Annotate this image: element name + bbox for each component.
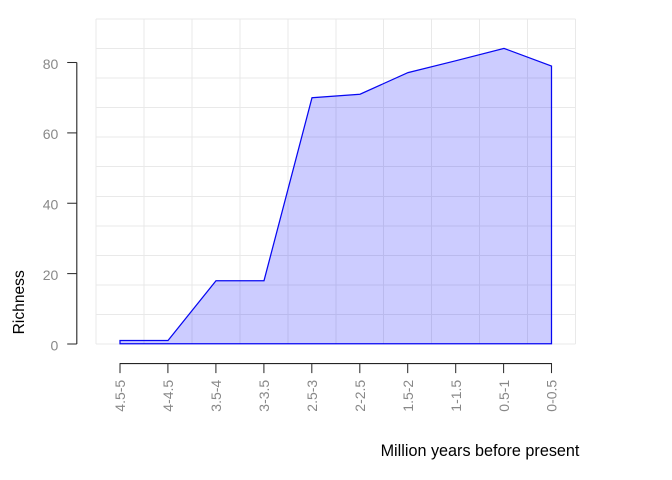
svg-text:60: 60 — [43, 126, 59, 142]
svg-text:0-0.5: 0-0.5 — [544, 380, 560, 412]
svg-text:0: 0 — [51, 337, 59, 353]
svg-text:0.5-1: 0.5-1 — [496, 380, 512, 412]
svg-text:40: 40 — [43, 197, 59, 213]
svg-text:80: 80 — [43, 56, 59, 72]
svg-text:4-4.5: 4-4.5 — [160, 380, 176, 412]
svg-text:4.5-5: 4.5-5 — [112, 380, 128, 412]
svg-text:2.5-3: 2.5-3 — [304, 380, 320, 412]
svg-text:1.5-2: 1.5-2 — [400, 380, 416, 412]
svg-text:2-2.5: 2-2.5 — [352, 380, 368, 412]
svg-text:3-3.5: 3-3.5 — [256, 380, 272, 412]
svg-text:Richness: Richness — [11, 270, 28, 334]
svg-text:Million years before present: Million years before present — [381, 442, 580, 460]
svg-text:3.5-4: 3.5-4 — [208, 380, 224, 412]
svg-text:1-1.5: 1-1.5 — [448, 380, 464, 412]
svg-text:20: 20 — [43, 267, 59, 283]
